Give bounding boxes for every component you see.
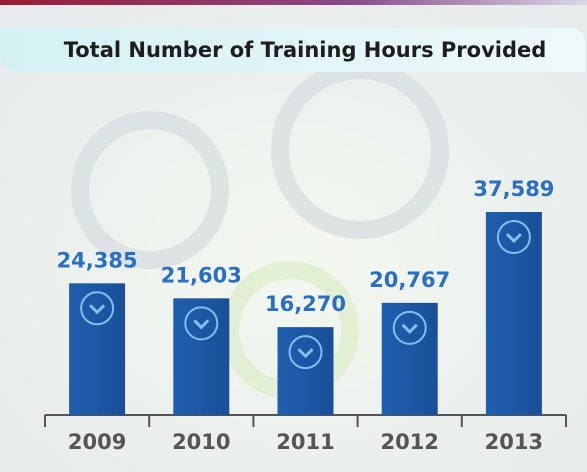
chart-title: Total Number of Training Hours Provided bbox=[64, 38, 547, 62]
x-tick-label: 2012 bbox=[380, 430, 438, 454]
value-label: 24,385 bbox=[57, 248, 138, 272]
x-tick-label: 2009 bbox=[68, 430, 126, 454]
bar bbox=[382, 303, 438, 415]
value-label: 37,589 bbox=[473, 177, 554, 201]
value-label: 21,603 bbox=[161, 263, 242, 287]
x-tick-label: 2011 bbox=[276, 430, 334, 454]
bar bbox=[278, 327, 334, 415]
value-label: 20,767 bbox=[369, 268, 450, 292]
x-tick-label: 2013 bbox=[485, 430, 543, 454]
chart: Total Number of Training Hours Provided … bbox=[0, 0, 587, 472]
top-stripe bbox=[0, 0, 587, 5]
bar bbox=[173, 298, 229, 415]
bar bbox=[69, 283, 125, 415]
x-tick-label: 2010 bbox=[172, 430, 230, 454]
value-label: 16,270 bbox=[265, 292, 346, 316]
